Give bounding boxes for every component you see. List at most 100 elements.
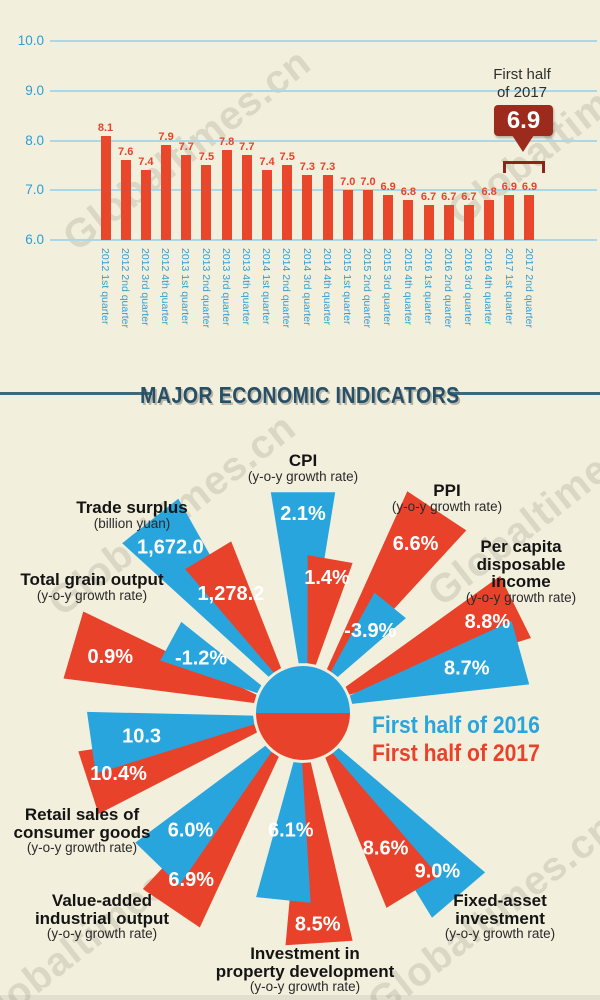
gdp-bar: [362, 190, 373, 240]
gdp-bar-value-label: 7.6: [118, 146, 134, 159]
legend-first-half-2016: First half of 2016: [372, 712, 563, 740]
gdp-x-tick-label: 2016 3rd quarter: [462, 248, 475, 326]
indicator-unit-label: (y-o-y growth rate): [465, 589, 577, 605]
wedge-ppi-2016: [331, 592, 406, 677]
gdp-bar: [484, 200, 495, 240]
title-rule-left: [0, 392, 152, 395]
annotation-bracket: [503, 161, 545, 173]
gdp-bar-value-label: 6.9: [521, 181, 538, 194]
gdp-bar: [140, 170, 151, 240]
indicator-unit-label: (y-o-y growth rate): [36, 587, 148, 603]
gdp-x-tick-label: 2015 1st quarter: [340, 248, 353, 325]
gdp-bar-value-label: 8.1: [97, 121, 114, 134]
title-rule-right: [450, 392, 600, 395]
bottom-edge-shade: [0, 995, 600, 1000]
center-circle-top-half: [256, 666, 350, 713]
gdp-bar-value-label: 6.8: [400, 186, 416, 199]
gdp-x-tick-label: 2013 1st quarter: [179, 248, 192, 325]
indicator-name-line: disposable: [476, 554, 566, 574]
wedge-value-property-2016: 6.1%: [268, 819, 314, 841]
gdp-bar: [504, 195, 515, 240]
legend-2016-text: First half of 2016: [372, 712, 540, 739]
gdp-y-tick-label: 7.0: [25, 182, 44, 198]
gdp-x-tick-label: 2012 1st quarter: [98, 248, 111, 325]
gdp-bar: [463, 205, 474, 240]
indicator-name-line: investment: [455, 908, 545, 928]
indicator-label-industrial: Value-added industrial output (y-o-y growt…: [0, 892, 214, 942]
wedge-value-trade-2017: 1,278.2: [198, 583, 265, 605]
wedge-industrial-2016: [135, 745, 272, 886]
gdp-bar: [241, 155, 252, 240]
indicator-name-line: industrial output: [34, 908, 170, 928]
gdp-bar-value-label: 7.9: [158, 131, 174, 144]
gdp-bar-value-label: 6.7: [441, 191, 457, 204]
wedge-grain-2016: [160, 621, 262, 694]
wedge-trade-2017: [185, 541, 282, 673]
gdp-x-tick-label: 2015 4th quarter: [401, 248, 414, 326]
gdp-bar: [201, 165, 212, 240]
gdp-bar: [181, 155, 192, 240]
gdp-bar-value-label: 7.7: [239, 141, 255, 154]
wedge-value-income-2016: 8.7%: [444, 658, 490, 680]
indicator-unit-label: (y-o-y growth rate): [249, 979, 361, 994]
gdp-bar-value-label: 7.8: [218, 136, 235, 149]
gdp-gridline: [50, 239, 597, 241]
wedge-value-grain-2017: 0.9%: [88, 646, 134, 668]
indicator-name-line: Per capita: [480, 537, 562, 556]
wedge-value-industrial-2016: 6.0%: [168, 820, 214, 842]
annotation-caption-line1: First half: [493, 66, 551, 83]
wedge-value-cpi-2017: 1.4%: [304, 567, 350, 589]
gdp-y-tick-label: 6.0: [25, 232, 44, 247]
wedge-value-income-2017: 8.8%: [465, 611, 511, 633]
gdp-bar: [282, 165, 293, 240]
gdp-x-tick-label: 2014 4th quarter: [320, 248, 333, 326]
indicator-label-fixed-asset: Fixed-asset investment (y-o-y growth rate): [388, 892, 600, 942]
gdp-bar: [423, 205, 434, 240]
gdp-x-tick-label: 2016 4th quarter: [482, 248, 495, 326]
gdp-bar-value-label: 7.3: [319, 161, 336, 174]
annotation-pointer-icon: [512, 135, 534, 152]
indicator-name-line: Total grain output: [20, 570, 164, 589]
gdp-x-tick-label: 2014 3rd quarter: [300, 248, 313, 326]
wedge-value-ppi-2017: 6.6%: [393, 533, 439, 555]
wedge-value-retail-2016: 10.3: [122, 726, 161, 748]
gdp-bar-value-label: 6.7: [461, 191, 477, 204]
indicator-unit-label: (y-o-y growth rate): [26, 840, 138, 855]
indicator-label-ppi: PPI (y-o-y growth rate): [335, 482, 559, 514]
gdp-bar-value-label: 7.4: [259, 156, 275, 169]
gdp-x-tick-label: 2013 4th quarter: [240, 248, 253, 326]
gdp-bar-value-label: 6.7: [420, 191, 437, 204]
gdp-bar: [342, 190, 353, 240]
gdp-y-tick-label: 10.0: [17, 33, 44, 48]
wedge-property-2016: [256, 762, 311, 903]
wedge-cpi-2017: [307, 555, 353, 665]
annotation-value-badge: 6.9: [494, 105, 553, 136]
gdp-bar: [100, 135, 111, 240]
gdp-bar-value-label: 7.5: [198, 151, 215, 164]
gdp-x-tick-label: 2012 3rd quarter: [139, 248, 152, 326]
wedge-value-fixed-asset-2017: 8.6%: [363, 838, 409, 860]
indicator-label-income: Per capita disposable income (y-o-y growth …: [409, 538, 600, 605]
indicator-unit-label: (y-o-y growth rate): [46, 926, 158, 941]
gdp-bar-value-label: 7.7: [178, 141, 194, 154]
gdp-bar-value-label: 7.5: [279, 151, 295, 164]
indicator-name-line: PPI: [433, 481, 461, 500]
legend-first-half-2017: First half of 2017: [372, 740, 563, 768]
gdp-bar: [322, 175, 333, 240]
wedge-trade-2016: [122, 498, 276, 677]
indicator-name-line: income: [491, 572, 551, 591]
gdp-bar-value-label: 7.0: [340, 176, 356, 189]
indicator-label-grain: Total grain output (y-o-y growth rate): [0, 571, 204, 603]
indicator-name-line: consumer goods: [13, 822, 151, 842]
wedge-value-industrial-2017: 6.9%: [168, 869, 214, 891]
section-title: MAJOR ECONOMIC INDICATORS: [0, 382, 600, 409]
indicator-name-line: CPI: [288, 451, 318, 470]
indicator-unit-label: (y-o-y growth rate): [444, 926, 556, 941]
wedge-value-trade-2016: 1,672.0: [137, 536, 204, 558]
indicator-name-line: Fixed-asset: [453, 891, 547, 910]
indicator-unit-label: (y-o-y growth rate): [391, 498, 503, 514]
gdp-bar-value-label: 6.9: [501, 181, 517, 194]
wedge-value-retail-2017: 10.4%: [90, 763, 147, 785]
indicator-name-line: property development: [215, 961, 395, 981]
